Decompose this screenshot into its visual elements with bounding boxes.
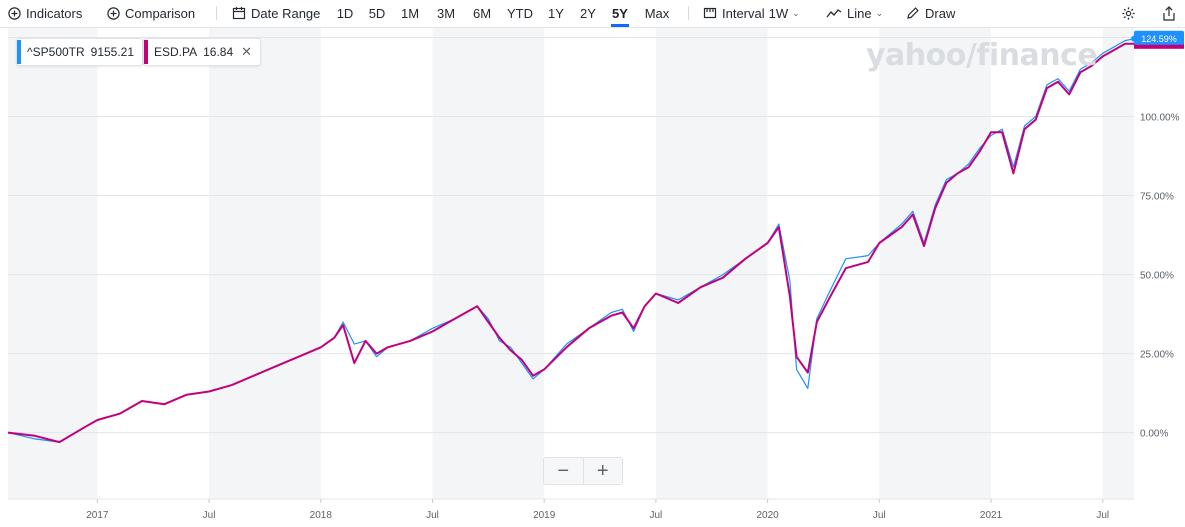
legend-item-esd-pa[interactable]: ESD.PA 16.84 ✕ — [143, 38, 262, 66]
x-tick-label: Jul — [649, 510, 662, 521]
date-range-button[interactable]: Date Range — [232, 4, 320, 22]
share-icon — [1163, 5, 1175, 21]
x-tick-label: 2021 — [980, 510, 1003, 521]
legend-symbol: ESD.PA — [154, 45, 198, 59]
series-color-swatch — [17, 40, 21, 64]
chart-band — [432, 28, 545, 499]
x-tick-label: 2018 — [310, 510, 333, 521]
range-6m[interactable]: 6M — [472, 5, 492, 21]
y-tick-label: 25.00% — [1140, 350, 1174, 361]
chart-band — [209, 28, 321, 499]
last-value-tag — [1134, 30, 1184, 45]
chevron-down-icon: ⌄ — [875, 7, 884, 18]
zoom-out-button[interactable]: − — [557, 459, 570, 482]
share-button[interactable] — [1162, 4, 1176, 22]
x-tick-label: 2017 — [86, 510, 109, 521]
draw-label: Draw — [925, 5, 956, 21]
chart-band — [879, 28, 992, 499]
range-1d[interactable]: 1D — [336, 5, 354, 21]
gear-icon — [1122, 6, 1135, 20]
range-max[interactable]: Max — [644, 5, 670, 21]
range-3m[interactable]: 3M — [436, 5, 456, 21]
x-tick-label: Jul — [203, 510, 216, 521]
interval-value: 1W — [768, 5, 789, 21]
interval-icon — [703, 7, 717, 19]
last-value-label: 124.59% — [1141, 34, 1177, 44]
toolbar-divider — [216, 6, 217, 20]
range-1y[interactable]: 1Y — [548, 5, 564, 21]
legend-value: 9155.21 — [90, 45, 135, 59]
plus-circle-icon — [8, 6, 21, 20]
range-1m[interactable]: 1M — [400, 5, 420, 21]
y-tick-label: 50.00% — [1140, 271, 1174, 282]
x-tick-label: 2020 — [756, 510, 779, 521]
chart-type-dropdown[interactable]: Line ⌄ — [826, 4, 883, 22]
legend-value: 16.84 — [203, 45, 234, 59]
x-tick-label: 2019 — [533, 510, 556, 521]
chart-area[interactable]: 0.00% 25.00% 50.00% 75.00% 100.00% 2017 Jul 20… — [0, 28, 1185, 527]
chevron-down-icon: ⌄ — [792, 7, 800, 18]
indicators-button[interactable]: Indicators — [8, 4, 82, 22]
range-2y[interactable]: 2Y — [580, 5, 596, 21]
x-tick-label: Jul — [873, 510, 886, 521]
plus-circle-icon — [107, 6, 120, 20]
comparison-button[interactable]: Comparison — [107, 4, 195, 22]
zoom-in-button[interactable]: + — [582, 458, 623, 484]
range-ytd[interactable]: YTD — [507, 5, 533, 21]
series-color-swatch — [144, 40, 148, 64]
series-line-esdpa — [7, 42, 1134, 444]
chart-toolbar: Indicators Comparison Date Range 1D 5D 1… — [0, 0, 1185, 28]
interval-label: Interval — [722, 5, 765, 21]
toolbar-divider — [688, 6, 689, 20]
interval-dropdown[interactable]: Interval 1W ⌄ — [703, 4, 800, 22]
settings-button[interactable] — [1121, 4, 1136, 22]
legend-item-sp500tr[interactable]: ^SP500TR 9155.21 — [16, 38, 144, 66]
x-tick-label: Jul — [426, 510, 439, 521]
y-tick-label: 0.00% — [1140, 429, 1168, 440]
yahoo-finance-watermark: yahoo/finance — [866, 38, 1098, 73]
zoom-controls: − + — [543, 457, 623, 485]
range-5d[interactable]: 5D — [368, 5, 386, 21]
indicators-label: Indicators — [26, 5, 83, 21]
date-range-label: Date Range — [251, 5, 321, 21]
comparison-label: Comparison — [125, 5, 196, 21]
y-tick-label: 100.00% — [1140, 113, 1180, 124]
range-5y[interactable]: 5Y — [611, 5, 629, 27]
y-tick-label: 75.00% — [1140, 192, 1174, 203]
chart-band — [655, 28, 768, 499]
chart-band — [8, 28, 98, 499]
chart-band — [1102, 28, 1134, 499]
pencil-icon — [907, 7, 919, 19]
legend-symbol: ^SP500TR — [27, 45, 85, 59]
close-icon[interactable]: ✕ — [241, 44, 253, 59]
line-chart-icon — [826, 9, 842, 18]
calendar-icon — [232, 7, 246, 20]
chart-type-label: Line — [847, 5, 872, 21]
x-tick-label: Jul — [1096, 510, 1109, 521]
draw-button[interactable]: Draw — [906, 4, 955, 22]
